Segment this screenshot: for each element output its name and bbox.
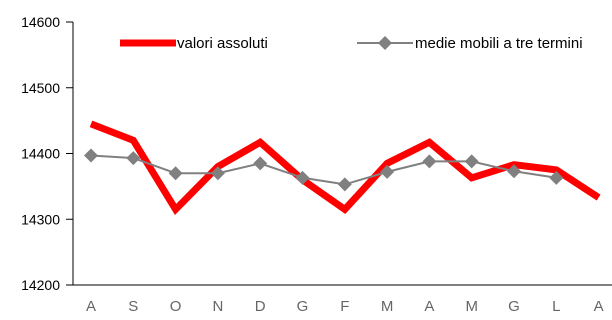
data-point-marker xyxy=(126,151,141,166)
legend-label-medie: medie mobili a tre termini xyxy=(415,35,583,52)
data-point-marker xyxy=(337,177,352,192)
axes xyxy=(72,22,612,286)
x-tick-label: A xyxy=(424,298,434,315)
x-tick-label: N xyxy=(212,298,223,315)
data-point-marker xyxy=(549,170,564,185)
y-ticks: 14200 14300 14400 14500 14600 xyxy=(21,14,73,293)
legend-item-valori: valori assoluti xyxy=(120,35,268,52)
y-tick-label: 14600 xyxy=(21,14,60,30)
x-tick-label: G xyxy=(297,298,309,315)
x-tick-label: L xyxy=(552,298,560,315)
series-line-medie-mobili xyxy=(90,154,557,186)
legend: valori assoluti medie mobili a tre termi… xyxy=(120,35,583,52)
data-point-marker xyxy=(507,164,521,179)
series-layer xyxy=(84,120,601,216)
x-tick-label: G xyxy=(508,298,520,315)
x-tick-label: D xyxy=(255,298,266,315)
x-tick-label: F xyxy=(340,298,349,315)
legend-marker-medie xyxy=(378,36,392,50)
y-tick-label: 14200 xyxy=(21,277,60,293)
x-tick-label: A xyxy=(86,298,96,315)
legend-item-medie: medie mobili a tre termini xyxy=(357,35,583,52)
legend-label-valori: valori assoluti xyxy=(177,35,268,52)
data-point-marker xyxy=(210,166,225,181)
x-tick-label: O xyxy=(170,298,182,315)
y-tick-label: 14500 xyxy=(21,80,60,96)
data-point-marker xyxy=(295,170,310,185)
y-tick-label: 14400 xyxy=(21,146,60,162)
series-line-valori-assoluti xyxy=(89,120,601,216)
x-tick-label: A xyxy=(594,298,604,315)
data-point-marker xyxy=(422,154,437,169)
data-point-marker xyxy=(84,148,98,163)
data-point-marker xyxy=(380,164,395,179)
data-point-marker xyxy=(168,166,183,181)
y-tick-label: 14300 xyxy=(21,211,60,227)
x-tick-label: M xyxy=(465,298,478,315)
x-tick-label: M xyxy=(381,298,394,315)
x-tick-label: S xyxy=(128,298,138,315)
data-point-marker xyxy=(253,156,268,171)
data-point-marker xyxy=(464,154,479,169)
